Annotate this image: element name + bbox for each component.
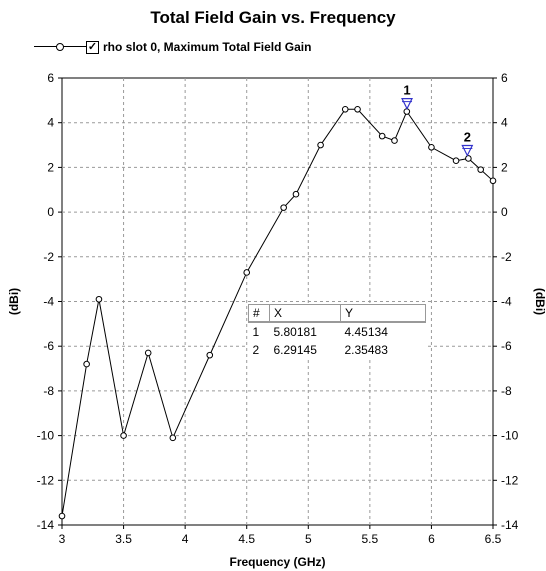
data-point[interactable] — [403, 108, 411, 115]
marker-num-cell: 2 — [252, 343, 260, 357]
y-tick-label-right: -14 — [501, 518, 519, 532]
data-point[interactable] — [58, 512, 66, 520]
marker-header-x[interactable]: X — [269, 304, 341, 323]
marker-label: 1 — [403, 83, 410, 98]
y-tick-label: 0 — [47, 205, 54, 219]
data-point[interactable] — [341, 105, 349, 113]
marker-x-cell: 6.29145 — [273, 343, 317, 357]
y-tick-label: 6 — [47, 71, 54, 85]
y-tick-label-right: -2 — [501, 250, 512, 264]
y-tick-label: -4 — [43, 295, 54, 309]
y-tick-label-right: -8 — [501, 384, 512, 398]
y-tick-label: -14 — [37, 518, 55, 532]
marker-triangle-icon[interactable] — [401, 98, 413, 110]
data-point[interactable] — [280, 204, 287, 211]
data-point[interactable] — [428, 143, 435, 151]
x-tick-label: 4.5 — [238, 532, 255, 546]
y-tick-label: 4 — [47, 116, 54, 130]
legend[interactable]: ✓ rho slot 0, Maximum Total Field Gain — [34, 38, 311, 56]
marker-header-y[interactable]: Y — [340, 304, 426, 323]
data-point[interactable] — [465, 155, 472, 162]
data-point[interactable] — [354, 105, 361, 113]
data-point[interactable] — [83, 360, 90, 368]
marker-header-num[interactable]: # — [248, 304, 270, 323]
data-point[interactable] — [292, 190, 300, 198]
plot-frame — [61, 77, 494, 526]
marker-table: # X Y 1 5.80181 4.45134 2 6.29145 2.3548… — [248, 304, 426, 359]
y-tick-label-right: -12 — [501, 473, 519, 487]
x-tick-label: 4 — [182, 532, 189, 546]
data-point[interactable] — [243, 269, 251, 276]
x-tick-label: 6 — [428, 532, 435, 546]
y-tick-label-right: -6 — [501, 339, 512, 353]
marker-label: 2 — [464, 129, 471, 144]
data-point[interactable] — [120, 432, 127, 439]
chart-title: Total Field Gain vs. Frequency — [150, 8, 396, 27]
x-tick-label: 6.5 — [485, 532, 502, 546]
legend-checkbox[interactable]: ✓ — [86, 40, 99, 54]
table-row[interactable]: 2 6.29145 2.35483 — [249, 341, 426, 359]
legend-line-icon — [34, 41, 86, 53]
data-point[interactable] — [477, 166, 484, 173]
x-tick-label: 3.5 — [115, 532, 132, 546]
marker-num-cell: 1 — [252, 325, 260, 339]
marker-triangle-icon[interactable] — [461, 144, 474, 157]
y-tick-label-right: 0 — [501, 205, 508, 219]
x-tick-label: 3 — [59, 532, 66, 546]
y-tick-label-right: -10 — [501, 429, 519, 443]
y-tick-label: 2 — [47, 160, 54, 174]
y-tick-label: -10 — [37, 429, 55, 443]
data-point[interactable] — [144, 349, 152, 357]
x-tick-label: 5.5 — [362, 532, 379, 546]
marker-table-header: # X Y — [248, 304, 426, 323]
x-tick-label: 5 — [305, 532, 312, 546]
data-point[interactable] — [378, 132, 386, 140]
y-tick-label: -2 — [43, 250, 54, 264]
marker-y-cell: 2.35483 — [344, 343, 388, 357]
y-axis-title: (dBi) — [7, 288, 21, 315]
y-tick-label: -8 — [43, 384, 54, 398]
y-tick-label-right: 2 — [501, 160, 508, 174]
table-row[interactable]: 1 5.80181 4.45134 — [249, 322, 426, 341]
y-axis-title-right: (dBi) — [533, 288, 546, 315]
marker-y-cell: 4.45134 — [344, 325, 388, 339]
data-point[interactable] — [206, 351, 214, 359]
x-axis-title: Frequency (GHz) — [229, 555, 325, 569]
y-tick-label-right: -4 — [501, 295, 512, 309]
data-point[interactable] — [317, 141, 324, 149]
y-tick-label: -12 — [37, 473, 55, 487]
data-point[interactable] — [391, 137, 398, 144]
data-point[interactable] — [452, 157, 460, 164]
data-point[interactable] — [169, 434, 177, 442]
y-tick-label-right: 4 — [501, 116, 508, 130]
marker-x-cell: 5.80181 — [273, 325, 317, 339]
data-point[interactable] — [489, 177, 497, 185]
legend-label: rho slot 0, Maximum Total Field Gain — [103, 40, 312, 54]
data-point[interactable] — [95, 295, 103, 303]
y-tick-label: -6 — [43, 339, 54, 353]
y-tick-label-right: 6 — [501, 71, 508, 85]
